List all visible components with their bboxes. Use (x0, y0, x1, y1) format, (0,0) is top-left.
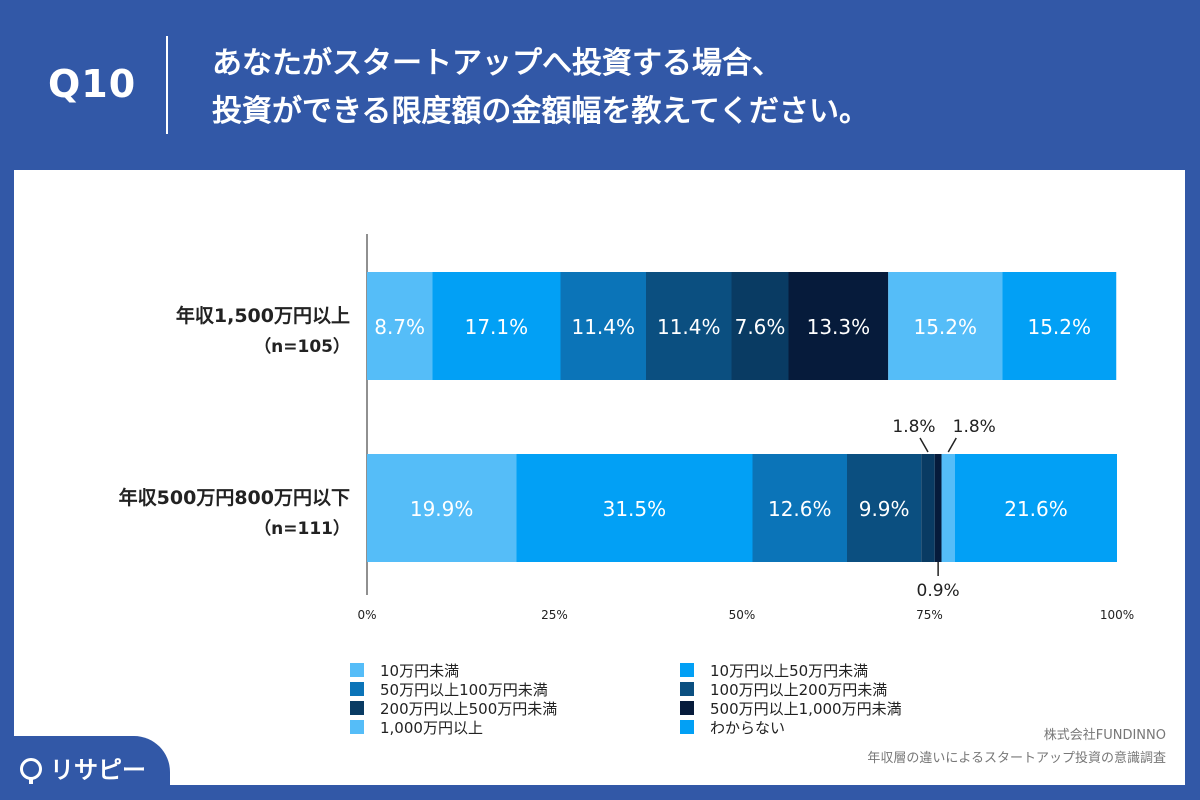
bar-segment (646, 272, 732, 380)
bar-segment (752, 454, 847, 562)
data-label: 17.1% (465, 315, 529, 339)
question-title: あなたがスタートアップへ投資する場合、 投資ができる限度額の金額幅を教えてくださ… (212, 40, 869, 136)
data-label: 1.8% (892, 417, 935, 437)
data-label: 11.4% (571, 315, 635, 339)
header-divider (166, 36, 168, 134)
bar-segment (847, 454, 922, 562)
brand-logo: リサピー (20, 750, 146, 785)
bar-segment (921, 454, 935, 562)
data-label: 12.6% (768, 497, 832, 521)
bar-segment (367, 454, 517, 562)
bar-segment (560, 272, 646, 380)
data-label: 15.2% (1027, 315, 1091, 339)
bar-segment (934, 454, 942, 562)
bar-segment (941, 454, 955, 562)
bar-segment (1002, 272, 1117, 380)
x-tick-label: 25% (541, 608, 568, 622)
data-label: 7.6% (735, 315, 786, 339)
bar-segment (955, 454, 1117, 562)
question-title-line2: 投資ができる限度額の金額幅を教えてください。 (212, 94, 869, 129)
bar-segment (432, 272, 561, 380)
pin-icon (20, 758, 42, 784)
data-label: 11.4% (657, 315, 721, 339)
question-title-line1: あなたがスタートアップへ投資する場合、 (212, 46, 782, 81)
category-n-label: （n=105） (254, 336, 350, 357)
bar-segment (731, 272, 789, 380)
callout-line (947, 437, 957, 453)
data-label: 9.9% (859, 497, 910, 521)
data-label: 31.5% (603, 497, 667, 521)
data-label: 0.9% (917, 581, 960, 601)
category-label: 年収500万円800万円以下 (119, 486, 350, 509)
bar-segment (788, 272, 889, 380)
source-survey: 年収層の違いによるスタートアップ投資の意識調査 (867, 751, 1166, 766)
bar-segment (888, 272, 1003, 380)
bar-segment (367, 272, 433, 380)
source-company: 株式会社FUNDINNO (1043, 728, 1166, 743)
category-label: 年収1,500万円以上 (176, 304, 350, 327)
data-label: 15.2% (913, 315, 977, 339)
callout-line (919, 437, 929, 453)
x-tick-label: 50% (729, 608, 756, 622)
x-tick-label: 0% (357, 608, 376, 622)
category-n-label: （n=111） (254, 518, 350, 539)
question-number: Q10 (48, 62, 137, 106)
data-label: 8.7% (374, 315, 425, 339)
brand-badge: リサピー (0, 736, 170, 800)
data-label: 13.3% (807, 315, 871, 339)
data-label: 19.9% (410, 497, 474, 521)
brand-name: リサピー (50, 756, 146, 784)
bar-segment (516, 454, 753, 562)
x-tick-label: 100% (1100, 608, 1134, 622)
data-label: 21.6% (1004, 497, 1068, 521)
header: Q10 あなたがスタートアップへ投資する場合、 投資ができる限度額の金額幅を教え… (0, 0, 1200, 170)
data-label: 1.8% (953, 417, 996, 437)
x-tick-label: 75% (916, 608, 943, 622)
